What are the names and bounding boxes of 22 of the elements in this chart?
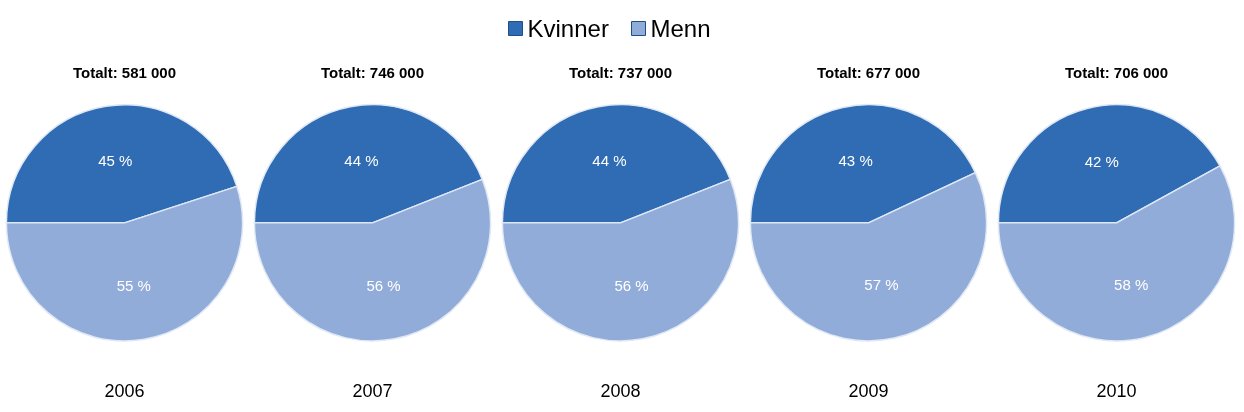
text: 2008 (600, 380, 641, 401)
chart-title: Totalt: 737 000 (568, 64, 673, 82)
data-label: 44 % (592, 151, 627, 169)
chart-title: Totalt: 706 000 (1064, 64, 1169, 82)
data-label: 42 % (1084, 152, 1119, 170)
data-label: 56 % (614, 276, 649, 294)
text: 2010 (1096, 380, 1137, 401)
legend-label: Menn (650, 15, 711, 42)
text: Totalt: 581 000 (72, 64, 177, 82)
text: 2009 (848, 380, 889, 401)
text: 2007 (352, 380, 393, 401)
chart-title: Totalt: 677 000 (816, 64, 921, 82)
data-label: 43 % (838, 152, 873, 170)
data-label: 56 % (366, 276, 401, 294)
data-label: 55 % (116, 277, 151, 295)
data-label: 57 % (864, 276, 899, 294)
data-label: 45 % (98, 151, 133, 169)
legend-label: Kvinner (527, 15, 609, 42)
text: 2006 (104, 380, 145, 401)
data-label: 58 % (1114, 275, 1149, 293)
chart-title: Totalt: 746 000 (320, 64, 425, 82)
data-label: 44 % (344, 151, 379, 169)
